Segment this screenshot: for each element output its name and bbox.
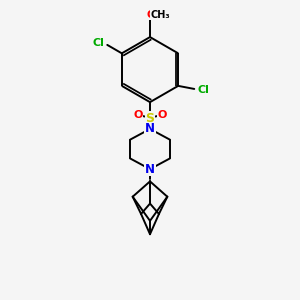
Text: Cl: Cl	[93, 38, 105, 48]
Text: N: N	[145, 163, 155, 176]
Text: Cl: Cl	[197, 85, 209, 95]
Text: O: O	[133, 110, 142, 120]
Text: O: O	[158, 110, 167, 120]
Text: N: N	[145, 122, 155, 135]
Text: O: O	[146, 10, 155, 20]
Text: S: S	[146, 112, 154, 125]
Text: CH₃: CH₃	[151, 10, 170, 20]
